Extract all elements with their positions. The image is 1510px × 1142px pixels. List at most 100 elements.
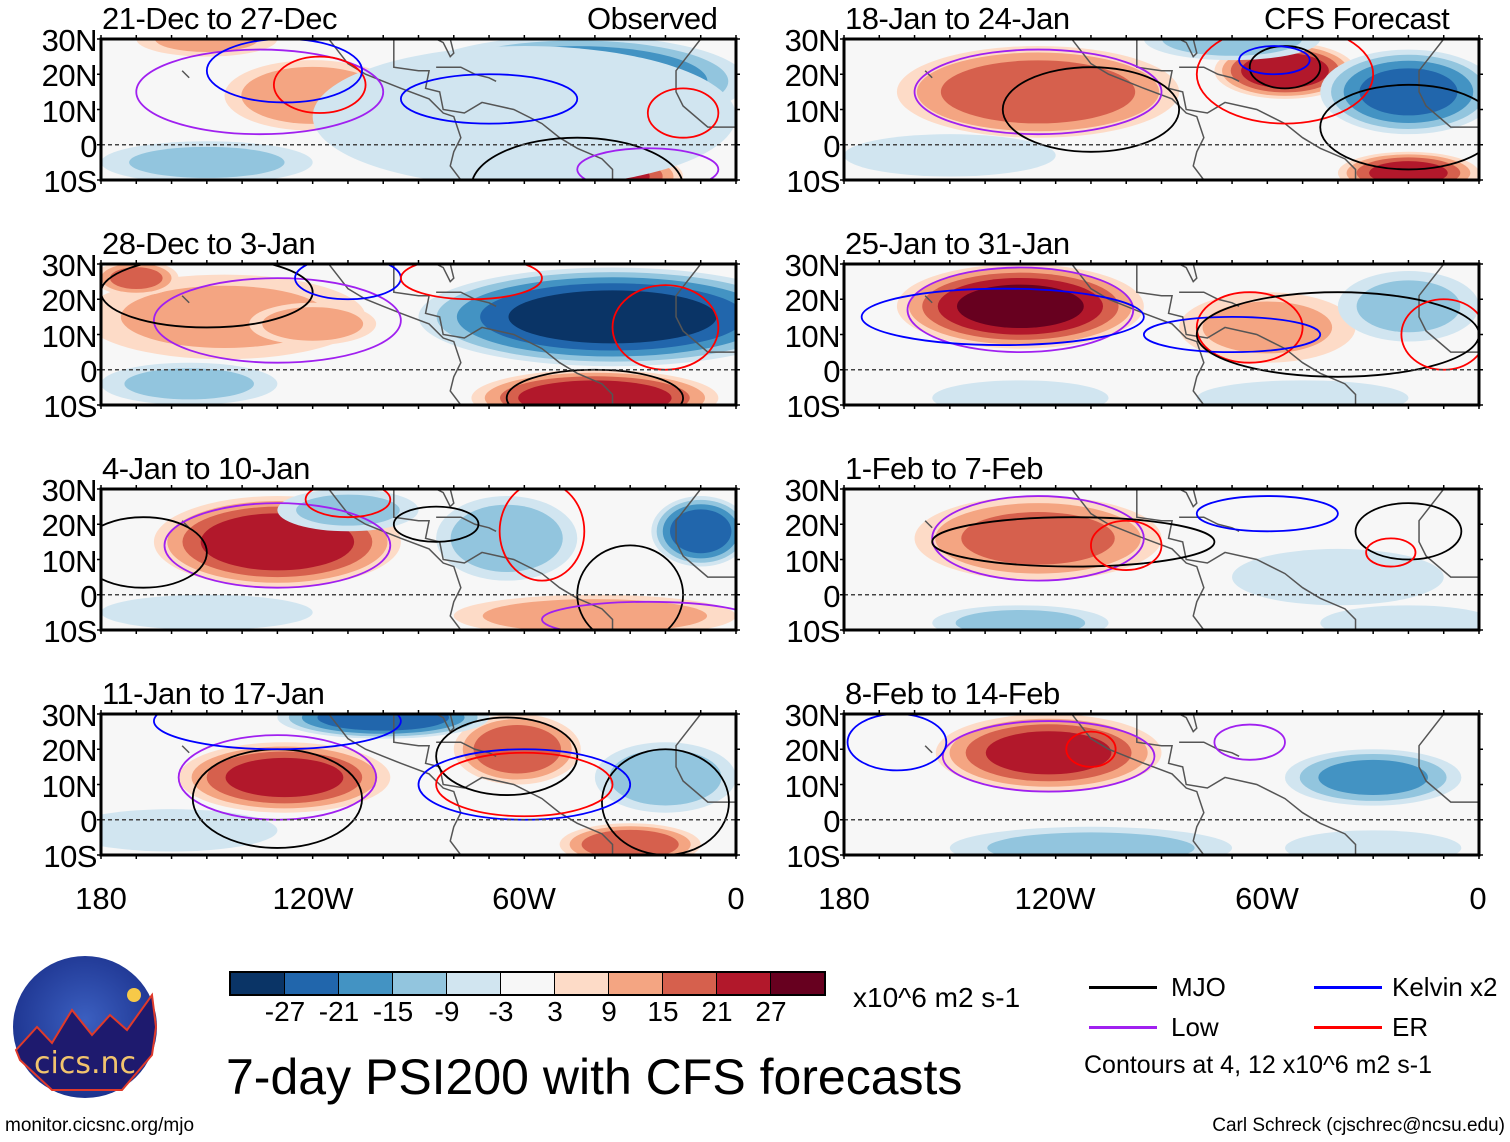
lat-label: 30N	[784, 23, 841, 58]
legend-label: Kelvin x2	[1392, 972, 1498, 1002]
wave-contour	[601, 748, 730, 855]
lat-label: 10S	[43, 389, 97, 424]
lat-label: 10S	[786, 164, 840, 199]
coastline	[393, 264, 614, 405]
wave-contour	[846, 714, 948, 772]
map-panel	[840, 485, 1483, 634]
lat-label: 0	[823, 578, 840, 614]
anomaly-fill	[482, 599, 708, 630]
legend-label: ER	[1392, 1012, 1429, 1042]
lat-label: 10N	[784, 543, 841, 579]
footer-credit: Carl Schreck (cjschrec@ncsu.edu)	[1212, 1115, 1505, 1136]
colorbar-swatch	[393, 973, 447, 994]
coastline	[1070, 489, 1205, 630]
lon-label: 0	[1469, 881, 1487, 916]
lat-label: 20N	[784, 58, 841, 94]
wave-contour	[1354, 502, 1463, 561]
coastline	[181, 295, 190, 304]
anomaly-fill	[955, 610, 1086, 630]
wave-contour	[1319, 83, 1479, 171]
wave-contour	[1090, 519, 1163, 571]
coastline	[1161, 264, 1198, 283]
lat-label: 10S	[786, 614, 840, 649]
lat-label: 10N	[41, 318, 98, 354]
coastline	[1136, 714, 1357, 855]
wave-contour	[101, 516, 208, 589]
anomaly-fill	[985, 731, 1112, 775]
lat-label: 10S	[43, 164, 97, 199]
colorbar-swatch	[285, 973, 339, 994]
colorbar-swatch	[771, 973, 824, 994]
anomaly-fill	[124, 368, 254, 400]
coastline	[1136, 39, 1357, 180]
lat-label: 20N	[784, 283, 841, 319]
wave-contour	[1238, 45, 1311, 76]
colorbar-swatch	[717, 973, 771, 994]
map-panel	[840, 260, 1483, 409]
coastline	[1070, 39, 1205, 180]
wave-contour	[304, 489, 392, 519]
panel-title: 8-Feb to 14-Feb	[845, 676, 1060, 711]
lat-label: 10N	[784, 768, 841, 804]
lat-label: 10S	[43, 614, 97, 649]
legend-label: Low	[1171, 1012, 1219, 1042]
colorbar-label: 3	[547, 996, 563, 1027]
panel-title: 4-Jan to 10-Jan	[102, 451, 310, 486]
lat-label: 30N	[784, 248, 841, 283]
lat-label: 0	[80, 578, 97, 614]
wave-contour	[1142, 315, 1322, 354]
anomaly-fill	[109, 267, 163, 290]
wave-contour	[1001, 66, 1181, 153]
wave-contour	[272, 55, 367, 114]
coastline	[675, 489, 736, 578]
wave-contour	[860, 287, 1145, 346]
anomaly-fill	[961, 512, 1115, 565]
lat-label: 0	[80, 803, 97, 839]
panel-title: 1-Feb to 7-Feb	[845, 451, 1044, 486]
lon-label: 180	[75, 881, 127, 916]
wave-contour	[576, 147, 720, 180]
wave-contour	[435, 716, 579, 796]
legend-swatch-kelvin	[1314, 986, 1382, 989]
coastline	[1418, 489, 1479, 578]
lat-label: 0	[80, 128, 97, 164]
lat-label: 30N	[41, 473, 98, 508]
panel-title: 11-Jan to 17-Jan	[102, 676, 325, 711]
colorbar-swatch	[339, 973, 393, 994]
coastline	[1161, 39, 1198, 58]
wave-contour	[931, 495, 1145, 582]
colorbar-label: 27	[755, 996, 787, 1027]
lat-label: 10N	[784, 93, 841, 129]
anomaly-fill	[296, 494, 400, 526]
figure-title: 7-day PSI200 with CFS forecasts	[226, 1049, 963, 1105]
wave-contour	[1213, 723, 1286, 761]
anomaly-fill	[581, 829, 679, 855]
anomaly-fill	[155, 39, 259, 52]
map-panel	[840, 35, 1483, 184]
wave-contour	[941, 720, 1156, 793]
panel-title: 21-Dec to 27-Dec	[102, 1, 337, 36]
legend-swatch-er	[1314, 1026, 1382, 1029]
lat-label: 20N	[41, 508, 98, 544]
anomaly-fill	[609, 749, 722, 806]
lat-label: 0	[823, 803, 840, 839]
lat-label: 30N	[784, 698, 841, 733]
legend-swatch-low	[1089, 1026, 1157, 1029]
coastline	[327, 714, 462, 855]
coastline	[1418, 39, 1479, 128]
coastline	[1418, 714, 1479, 803]
wave-contour	[931, 516, 1216, 568]
lon-label: 120W	[272, 881, 354, 916]
wave-contour	[906, 266, 1135, 354]
colorbar-swatch	[555, 973, 609, 994]
colorbar-swatch	[663, 973, 717, 994]
panel-title: 28-Dec to 3-Jan	[102, 226, 316, 261]
anomaly-fill	[262, 307, 364, 341]
lat-label: 30N	[41, 698, 98, 733]
coastline	[1070, 264, 1205, 405]
anomaly-fill	[940, 60, 1136, 124]
wave-contour	[153, 714, 402, 751]
anomaly-fill	[670, 509, 732, 554]
coastline	[436, 516, 497, 532]
